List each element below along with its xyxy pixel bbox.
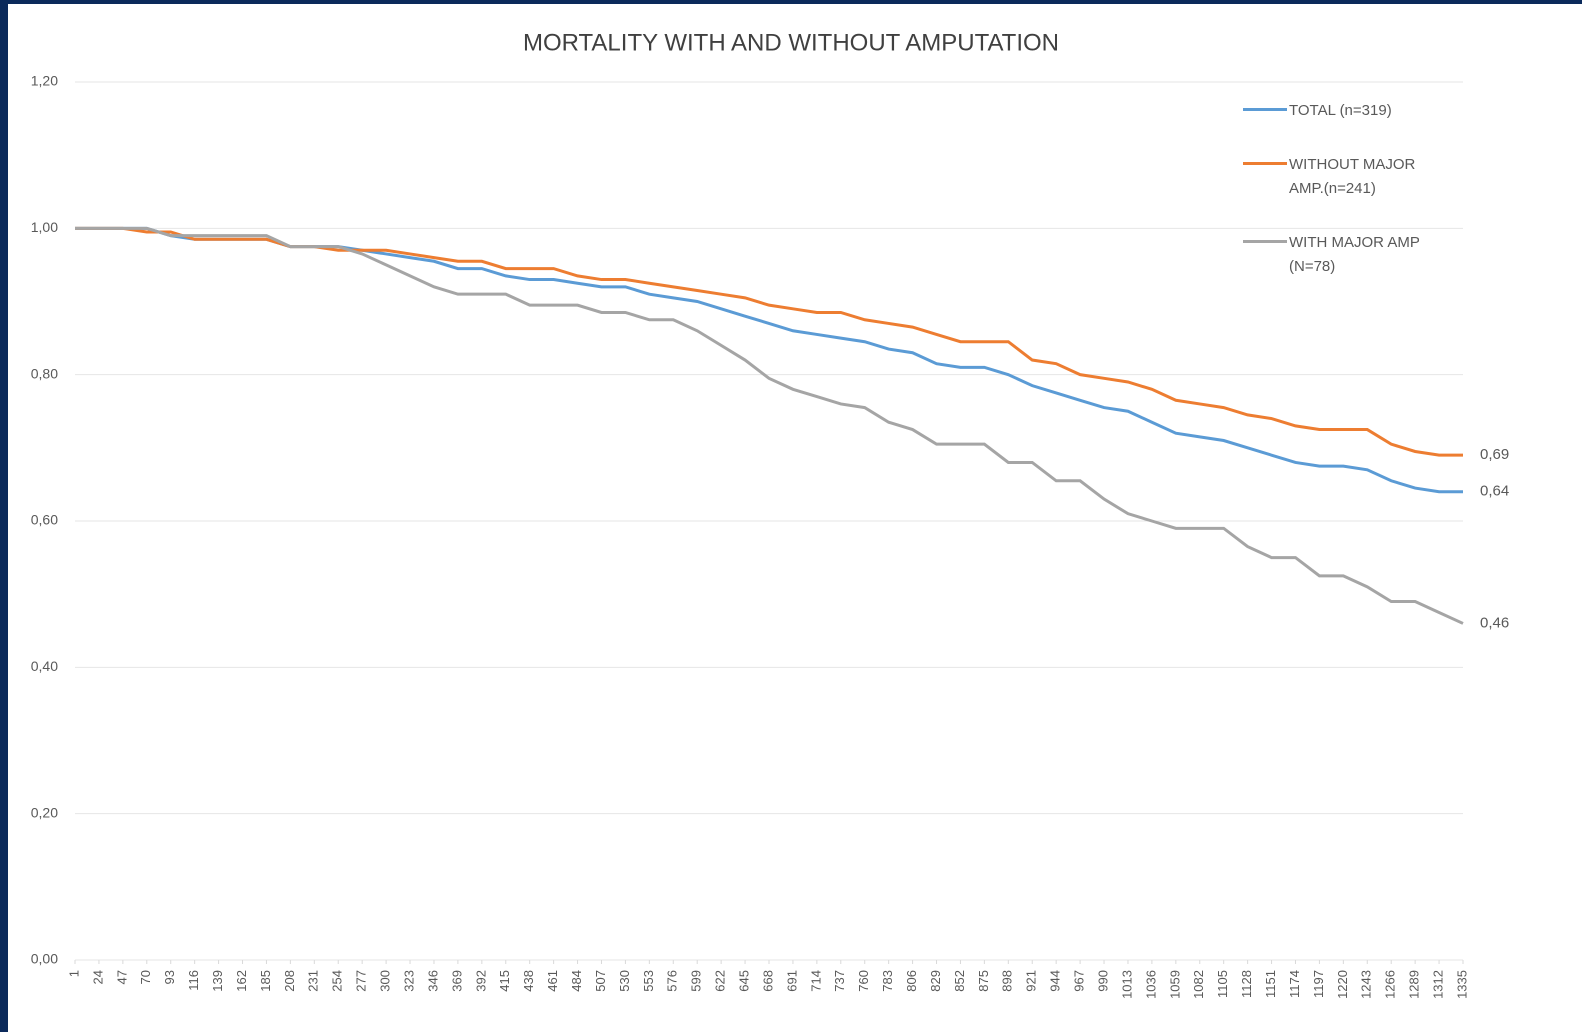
x-tick-label: 599	[689, 970, 704, 992]
x-tick-label: 645	[737, 970, 752, 992]
x-tick-label: 1151	[1263, 970, 1278, 998]
x-tick-label: 1	[66, 970, 81, 977]
x-tick-label: 93	[162, 970, 177, 984]
x-tick-label: 507	[593, 970, 608, 992]
chart: MORTALITY WITH AND WITHOUT AMPUTATION 0,…	[31, 29, 1509, 999]
x-tick-label: 1128	[1239, 970, 1254, 998]
x-tick-label: 47	[114, 970, 129, 984]
x-tick-label: 875	[976, 970, 991, 992]
x-tick-label: 1174	[1287, 970, 1302, 998]
x-tick-label: 461	[545, 970, 560, 992]
chart-frame: MORTALITY WITH AND WITHOUT AMPUTATION 0,…	[8, 4, 1582, 1032]
x-tick-label: 1312	[1431, 970, 1446, 999]
x-tick-label: 24	[90, 970, 105, 984]
x-tick-label: 760	[856, 970, 871, 992]
x-tick-label: 530	[617, 970, 632, 992]
x-tick-label: 714	[808, 970, 823, 992]
x-tick-label: 898	[1000, 970, 1015, 992]
x-tick-label: 553	[641, 970, 656, 992]
x-tick-label: 1197	[1311, 970, 1326, 998]
x-tick-label: 116	[186, 970, 201, 991]
x-tick-label: 691	[784, 970, 799, 992]
x-tick-label: 1243	[1359, 970, 1374, 999]
x-tick-label: 783	[880, 970, 895, 992]
x-tick-label: 829	[928, 970, 943, 992]
x-tick-label: 139	[210, 970, 225, 992]
legend-item: TOTAL (n=319)	[1243, 99, 1463, 123]
x-tick-label: 990	[1095, 970, 1110, 992]
y-tick-label: 0,20	[31, 804, 58, 820]
legend-swatch	[1243, 162, 1287, 165]
x-tick-label: 1105	[1215, 970, 1230, 998]
x-tick-label: 668	[760, 970, 775, 992]
legend-label: WITHOUT MAJOR AMP.(n=241)	[1289, 156, 1416, 197]
x-tick-label: 576	[665, 970, 680, 992]
x-tick-label: 806	[904, 970, 919, 992]
x-tick-label: 967	[1072, 970, 1087, 992]
y-tick-label: 0,60	[31, 512, 58, 528]
legend: TOTAL (n=319) WITHOUT MAJOR AMP.(n=241) WI…	[1243, 99, 1463, 309]
x-tick-label: 438	[521, 970, 536, 992]
data-label: 0,64	[1480, 483, 1509, 500]
x-tick-label: 185	[258, 970, 273, 992]
x-tick-label: 1082	[1191, 970, 1206, 999]
data-label: 0,46	[1480, 614, 1509, 631]
legend-label: TOTAL (n=319)	[1289, 102, 1392, 119]
x-tick-label: 70	[138, 970, 153, 984]
x-tick-label: 392	[473, 970, 488, 992]
y-tick-label: 0,80	[31, 365, 58, 381]
legend-label: WITH MAJOR AMP (N=78)	[1289, 234, 1420, 275]
x-tick-label: 231	[306, 970, 321, 992]
x-tick-label: 346	[425, 970, 440, 992]
chart-title: MORTALITY WITH AND WITHOUT AMPUTATION	[523, 29, 1059, 56]
x-tick-label: 852	[952, 970, 967, 992]
y-tick-label: 0,00	[31, 951, 58, 967]
series-line	[75, 226, 1464, 625]
x-tick-label: 1036	[1143, 970, 1158, 999]
y-tick-label: 1,00	[31, 219, 58, 235]
legend-item: WITH MAJOR AMP (N=78)	[1243, 231, 1463, 279]
x-tick-label: 1013	[1119, 970, 1134, 999]
x-tick-label: 1289	[1407, 970, 1422, 999]
x-tick-label: 1059	[1167, 970, 1182, 999]
data-label: 0,69	[1480, 446, 1509, 463]
x-tick-label: 1266	[1383, 970, 1398, 999]
x-tick-label: 208	[282, 970, 297, 992]
legend-swatch	[1243, 108, 1287, 111]
x-tick-label: 944	[1048, 970, 1063, 992]
x-tick-label: 277	[354, 970, 369, 992]
y-tick-label: 0,40	[31, 658, 58, 674]
y-tick-label: 1,20	[31, 73, 58, 89]
x-tick-label: 300	[378, 970, 393, 992]
x-tick-label: 921	[1024, 970, 1039, 992]
x-tick-label: 323	[401, 970, 416, 992]
x-tick-label: 737	[832, 970, 847, 992]
x-tick-label: 484	[569, 970, 584, 992]
x-tick-label: 1335	[1454, 970, 1469, 999]
legend-item: WITHOUT MAJOR AMP.(n=241)	[1243, 153, 1463, 201]
x-tick-label: 162	[234, 970, 249, 992]
x-tick-label: 369	[449, 970, 464, 992]
x-tick-label: 622	[713, 970, 728, 992]
x-tick-label: 415	[497, 970, 512, 992]
x-tick-label: 1220	[1335, 970, 1350, 999]
legend-swatch	[1243, 240, 1287, 243]
x-tick-label: 254	[330, 970, 345, 992]
